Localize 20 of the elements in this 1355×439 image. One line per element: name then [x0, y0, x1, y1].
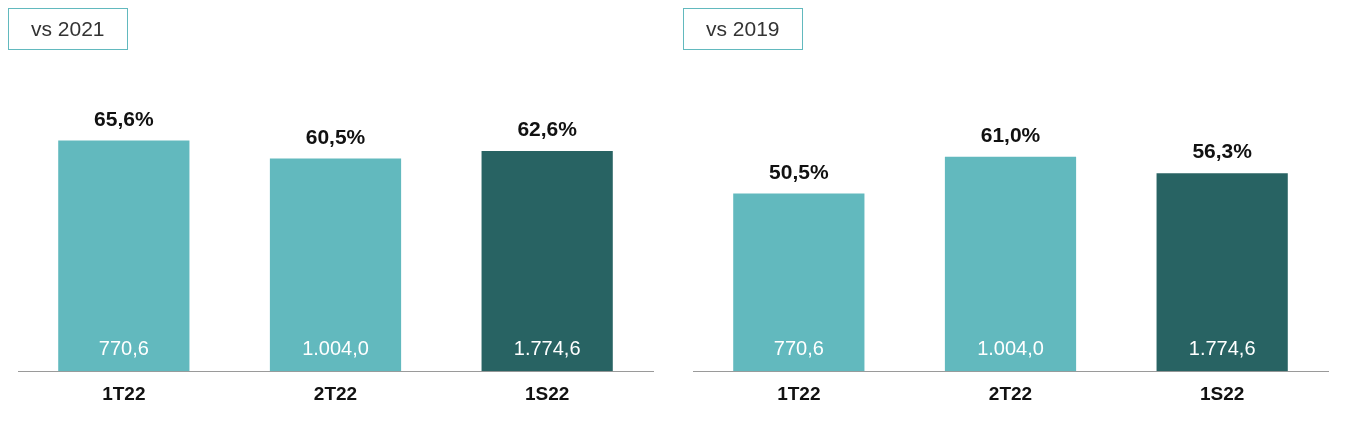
annotation: 770,6 [98, 336, 149, 359]
annotation: 1.774,6 [1188, 336, 1256, 359]
x-tick-label: 2T22 [988, 382, 1033, 404]
annotation: 1.004,0 [977, 336, 1044, 359]
data-label: 56,3% [1192, 139, 1253, 163]
x-tick-label: 2T22 [313, 382, 358, 404]
data-label: 50,5% [769, 159, 829, 183]
x-tick-label: 1T22 [102, 382, 146, 404]
annotation: 770,6 [773, 336, 824, 359]
x-tick-label: 1S22 [524, 382, 570, 404]
annotation: 1.004,0 [302, 336, 369, 359]
annotation: 1.774,6 [513, 336, 581, 359]
data-label: 65,6% [94, 106, 154, 130]
chart-title: vs 2021 [8, 8, 128, 50]
data-label: 62,6% [517, 117, 578, 141]
data-label: 60,5% [305, 124, 366, 148]
data-label: 61,0% [980, 122, 1041, 146]
x-tick-label: 1S22 [1199, 382, 1245, 404]
chart-title: vs 2019 [683, 8, 803, 50]
x-tick-label: 1T22 [777, 382, 821, 404]
